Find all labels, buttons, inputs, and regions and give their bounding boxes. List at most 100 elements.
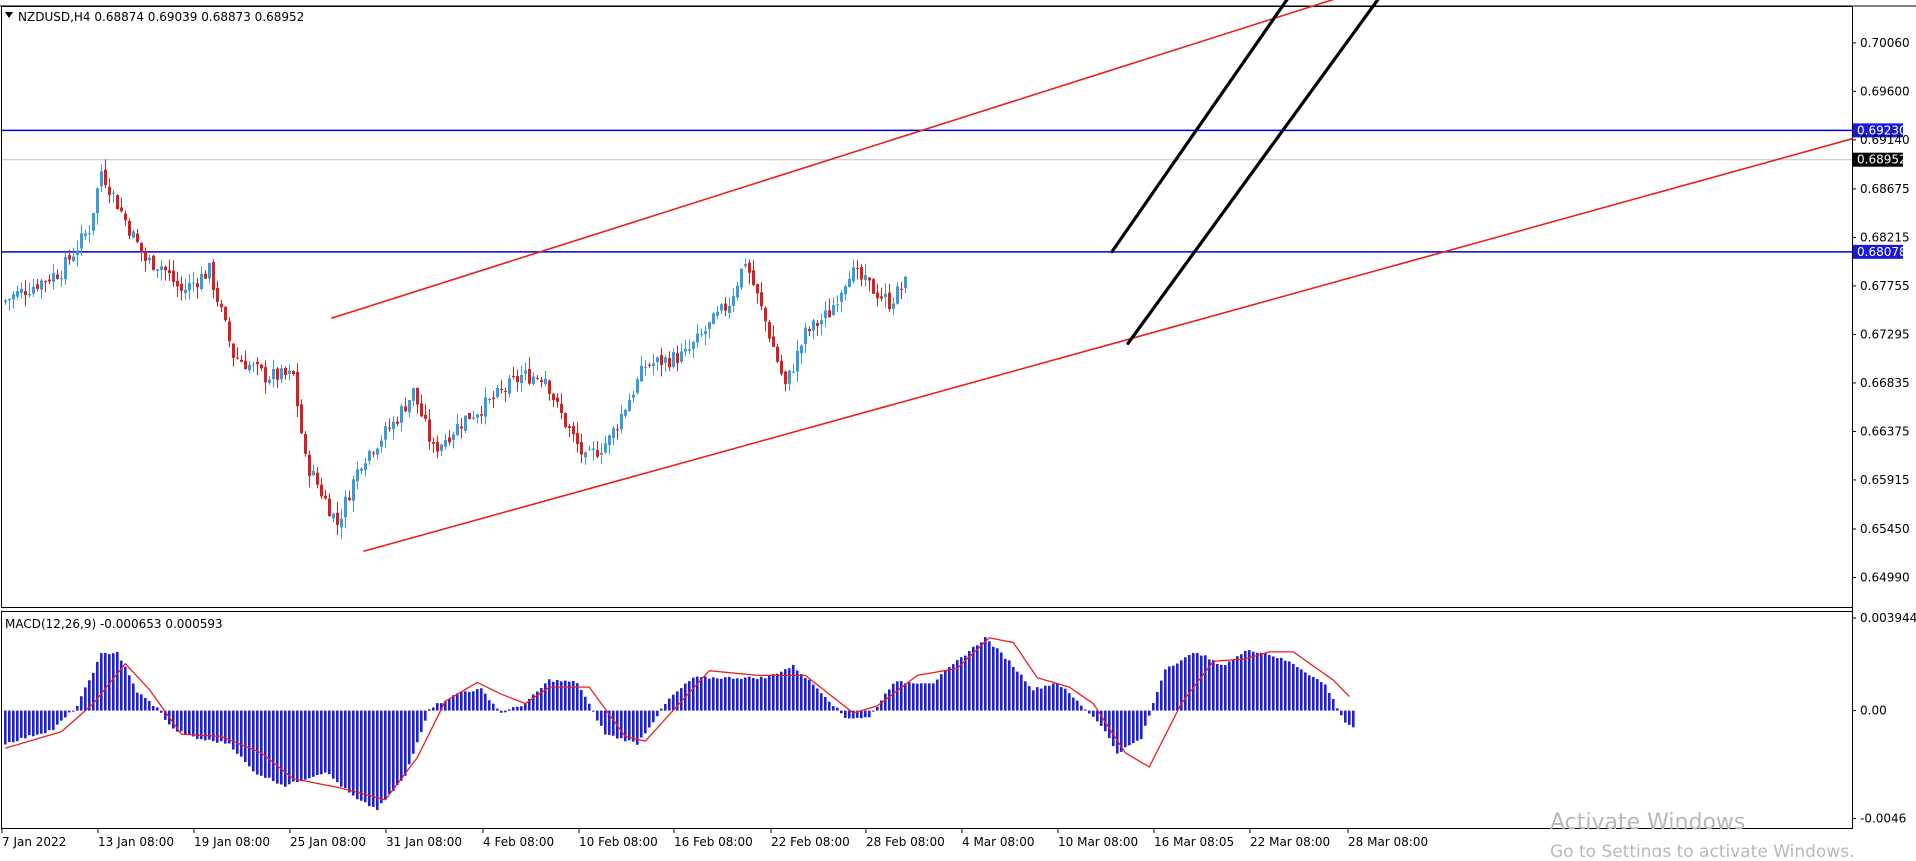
price-tick-label: 0.65450 xyxy=(1860,522,1910,536)
macd-histogram-bar xyxy=(540,687,543,711)
candle xyxy=(72,247,75,263)
candle-body xyxy=(84,233,87,236)
candle xyxy=(472,410,475,421)
candle-body xyxy=(136,233,139,243)
candle xyxy=(312,464,315,476)
time-tick-label: 22 Feb 08:00 xyxy=(771,835,850,849)
macd-histogram-bar xyxy=(1100,710,1103,726)
candle xyxy=(180,276,183,301)
macd-histogram-bar xyxy=(1288,661,1291,711)
macd-histogram-bar xyxy=(1320,682,1323,711)
macd-histogram-bar xyxy=(1112,710,1115,747)
macd-histogram-bar xyxy=(104,652,107,711)
candle xyxy=(612,425,615,446)
candle xyxy=(232,342,235,367)
steep-channel-lower[interactable] xyxy=(1126,0,1420,345)
candle xyxy=(700,328,703,337)
candle xyxy=(160,260,163,281)
candle xyxy=(888,283,891,312)
candle-body xyxy=(228,321,231,342)
candle-body xyxy=(852,267,855,282)
macd-histogram-bar xyxy=(368,710,371,807)
macd-histogram-bar xyxy=(372,710,375,807)
candle xyxy=(372,450,375,458)
time-tick-label: 13 Jan 08:00 xyxy=(98,835,174,849)
candle-body xyxy=(236,357,239,359)
steep-channel-upper[interactable] xyxy=(1110,0,1328,254)
macd-histogram-bar xyxy=(1340,710,1343,716)
upper-channel-line[interactable] xyxy=(331,0,1512,319)
macd-histogram-bar xyxy=(536,691,539,711)
candle-body xyxy=(680,351,683,362)
macd-histogram-bar xyxy=(1268,654,1271,711)
macd-histogram-bar xyxy=(236,710,239,754)
time-tick-label: 19 Jan 08:00 xyxy=(194,835,270,849)
candle xyxy=(204,270,207,279)
candle-body xyxy=(848,278,851,288)
macd-histogram-bar xyxy=(304,710,307,780)
candle xyxy=(720,303,723,315)
macd-histogram-bar xyxy=(1060,687,1063,711)
macd-histogram-bar xyxy=(864,710,867,718)
macd-histogram-bar xyxy=(664,704,667,711)
candle xyxy=(388,418,391,432)
macd-histogram-bar xyxy=(228,710,231,744)
candle xyxy=(556,392,559,408)
macd-histogram-bar xyxy=(1184,657,1187,711)
candle-body xyxy=(148,257,151,261)
candle-body xyxy=(300,404,303,434)
macd-histogram-bar xyxy=(1040,688,1043,711)
macd-histogram-bar xyxy=(364,710,367,803)
candle xyxy=(400,403,403,432)
macd-histogram-bar xyxy=(1248,650,1251,711)
macd-histogram-bar xyxy=(708,678,711,711)
candle-body xyxy=(336,512,339,525)
macd-histogram-bar xyxy=(1036,687,1039,711)
lower-channel-line[interactable] xyxy=(363,138,1853,552)
collapse-triangle-icon[interactable] xyxy=(5,12,13,18)
macd-histogram-bar xyxy=(1228,661,1231,711)
macd-histogram-bar xyxy=(264,710,267,778)
candle-body xyxy=(808,329,811,332)
candle xyxy=(608,433,611,455)
candle-body xyxy=(320,484,323,497)
macd-histogram-bar xyxy=(1004,658,1007,711)
candle-body xyxy=(620,413,623,430)
macd-histogram-bar xyxy=(556,679,559,711)
candle-body xyxy=(636,379,639,393)
candle-body xyxy=(360,468,363,471)
candle-body xyxy=(548,380,551,394)
candle xyxy=(692,340,695,358)
macd-histogram-bar xyxy=(1088,710,1091,714)
macd-histogram-bar xyxy=(16,710,19,742)
candle-body xyxy=(72,256,75,261)
candle xyxy=(876,283,879,307)
candle xyxy=(256,357,259,376)
candle-body xyxy=(216,287,219,303)
candle xyxy=(552,392,555,408)
candle xyxy=(632,390,635,403)
candle-body xyxy=(596,450,599,457)
candle xyxy=(652,353,655,375)
candle-body xyxy=(692,341,695,349)
candle-body xyxy=(436,442,439,452)
candle-body xyxy=(568,426,571,428)
candle-body xyxy=(92,213,95,231)
candle xyxy=(656,356,659,371)
macd-histogram-bar xyxy=(460,691,463,711)
candle xyxy=(396,416,399,427)
macd-histogram-bar xyxy=(424,710,427,721)
macd-histogram-bar xyxy=(120,660,123,711)
macd-histogram-bar xyxy=(600,710,603,726)
candle-body xyxy=(36,284,39,289)
candle-body xyxy=(792,371,795,373)
candle xyxy=(404,397,407,413)
candle-body xyxy=(696,333,699,343)
macd-histogram-bar xyxy=(676,691,679,711)
candle-body xyxy=(684,348,687,352)
time-tick-label: 4 Feb 08:00 xyxy=(483,835,554,849)
candle-body xyxy=(580,442,583,455)
candle-body xyxy=(736,285,739,298)
